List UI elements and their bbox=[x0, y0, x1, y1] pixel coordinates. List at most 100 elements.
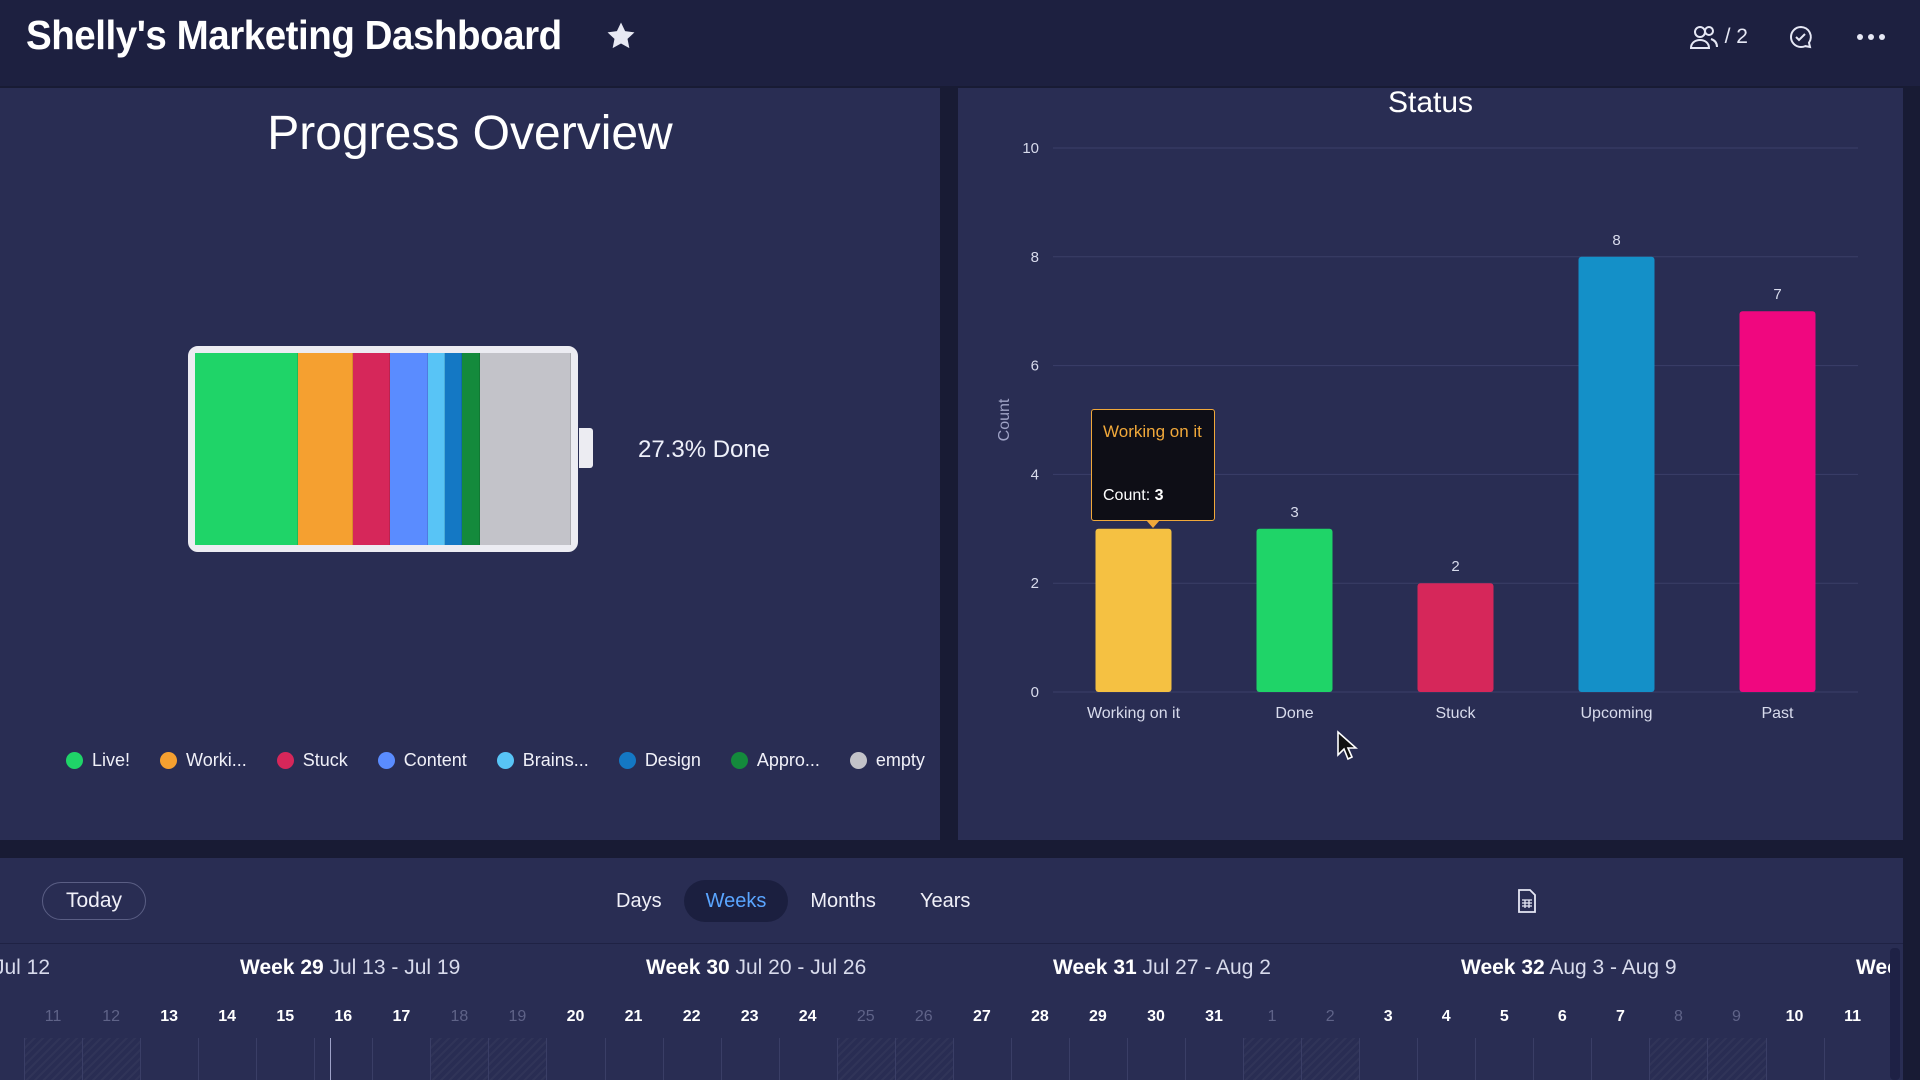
y-tick-label: 2 bbox=[1031, 575, 1039, 592]
progress-battery[interactable] bbox=[188, 346, 578, 552]
day-column[interactable] bbox=[604, 1038, 663, 1080]
day-column[interactable] bbox=[1185, 1038, 1243, 1080]
week-header: Week 29 Jul 13 - Jul 19 bbox=[240, 956, 461, 979]
legend-label: Worki... bbox=[186, 750, 247, 770]
day-number: 20 bbox=[566, 1008, 585, 1025]
legend-item[interactable]: Brains... bbox=[496, 750, 589, 771]
bar-4[interactable] bbox=[1739, 311, 1816, 692]
day-column[interactable] bbox=[1707, 1038, 1766, 1080]
y-tick-label: 6 bbox=[1031, 358, 1039, 375]
data-label: 2 bbox=[1451, 558, 1459, 575]
page-title[interactable]: Shelly's Marketing Dashboard bbox=[26, 12, 562, 58]
week-header: Week 32 Aug 3 - Aug 9 bbox=[1461, 956, 1677, 979]
timeline-controls: Today Days Weeks Months Years bbox=[0, 858, 1903, 944]
title-wrap: Shelly's Marketing Dashboard bbox=[26, 12, 638, 59]
legend-dot-icon bbox=[496, 752, 514, 769]
legend-item[interactable]: empty bbox=[849, 750, 925, 771]
day-column[interactable] bbox=[1533, 1038, 1591, 1080]
day-column[interactable] bbox=[1591, 1038, 1649, 1080]
battery-segment-7[interactable] bbox=[479, 353, 572, 545]
tab-days[interactable]: Days bbox=[616, 889, 662, 912]
day-number: 25 bbox=[856, 1008, 875, 1025]
day-column[interactable] bbox=[1475, 1038, 1533, 1080]
legend-item[interactable]: Appro... bbox=[730, 750, 820, 771]
day-column[interactable] bbox=[82, 1038, 141, 1080]
bar-0[interactable] bbox=[1095, 528, 1172, 692]
day-column[interactable] bbox=[836, 1038, 895, 1080]
day-column[interactable] bbox=[1068, 1038, 1127, 1080]
bar-2[interactable] bbox=[1417, 583, 1494, 692]
today-button[interactable]: Today bbox=[42, 882, 146, 920]
battery-segment-4[interactable] bbox=[427, 353, 446, 545]
timeline-scrollbar[interactable] bbox=[1890, 948, 1900, 1080]
day-column[interactable] bbox=[372, 1038, 430, 1080]
day-column[interactable] bbox=[198, 1038, 256, 1080]
legend-item[interactable]: Worki... bbox=[160, 750, 247, 771]
battery-segment-1[interactable] bbox=[297, 353, 353, 545]
tab-months[interactable]: Months bbox=[810, 889, 876, 912]
chat-icon bbox=[1790, 25, 1812, 49]
day-column[interactable] bbox=[662, 1038, 721, 1080]
x-tick-label: Upcoming bbox=[1580, 705, 1652, 722]
day-column[interactable] bbox=[1243, 1038, 1302, 1080]
legend-label: Stuck bbox=[302, 750, 348, 770]
day-number: 13 bbox=[160, 1008, 179, 1025]
top-actions: / 2 bbox=[1689, 20, 1888, 54]
day-column[interactable] bbox=[488, 1038, 547, 1080]
week-headers: Jul 12 Week 29 Jul 13 - Jul 19 Week 30 Jul… bbox=[0, 956, 1903, 986]
day-column[interactable] bbox=[894, 1038, 953, 1080]
battery-segment-6[interactable] bbox=[462, 353, 480, 545]
legend-item[interactable]: Stuck bbox=[276, 750, 348, 771]
day-column[interactable] bbox=[0, 1038, 24, 1080]
day-column[interactable] bbox=[314, 1038, 372, 1080]
legend-item[interactable]: Design bbox=[618, 750, 701, 771]
legend-dot-icon bbox=[276, 752, 294, 769]
day-number: 31 bbox=[1205, 1008, 1223, 1025]
battery-cap bbox=[579, 428, 593, 468]
legend-dot-icon bbox=[618, 752, 636, 769]
day-column[interactable] bbox=[256, 1038, 314, 1080]
day-column[interactable] bbox=[1649, 1038, 1708, 1080]
battery-segment-2[interactable] bbox=[352, 353, 391, 545]
export-button[interactable] bbox=[1516, 888, 1538, 919]
day-column[interactable] bbox=[546, 1038, 604, 1080]
day-column[interactable] bbox=[720, 1038, 779, 1080]
battery-segment-5[interactable] bbox=[445, 353, 463, 545]
more-options-button[interactable] bbox=[1854, 20, 1888, 54]
today-marker bbox=[330, 1038, 331, 1080]
bar-3[interactable] bbox=[1578, 256, 1655, 692]
day-column[interactable] bbox=[24, 1038, 83, 1080]
star-icon[interactable] bbox=[604, 19, 638, 53]
day-column[interactable] bbox=[1765, 1038, 1824, 1080]
day-column[interactable] bbox=[1301, 1038, 1360, 1080]
tab-years[interactable]: Years bbox=[919, 889, 971, 912]
battery-segment-3[interactable] bbox=[390, 353, 428, 545]
day-number: 28 bbox=[1030, 1008, 1049, 1025]
day-column[interactable] bbox=[430, 1038, 489, 1080]
range-tabs: Days Weeks Months Years bbox=[594, 880, 992, 922]
export-icon bbox=[1518, 889, 1536, 913]
day-number: 2 bbox=[1325, 1008, 1335, 1025]
day-number: 30 bbox=[1147, 1008, 1165, 1025]
chat-button[interactable] bbox=[1784, 20, 1818, 54]
day-number: 1 bbox=[1267, 1008, 1277, 1025]
day-number: 14 bbox=[218, 1008, 237, 1025]
day-column[interactable] bbox=[1417, 1038, 1475, 1080]
tab-weeks[interactable]: Weeks bbox=[683, 880, 789, 922]
day-number: 23 bbox=[740, 1008, 759, 1025]
day-column[interactable] bbox=[952, 1038, 1011, 1080]
battery-segment-0[interactable] bbox=[195, 353, 298, 545]
day-column[interactable] bbox=[1010, 1038, 1069, 1080]
day-column[interactable] bbox=[1126, 1038, 1185, 1080]
day-number: 9 bbox=[1732, 1008, 1741, 1025]
day-column[interactable] bbox=[1823, 1038, 1882, 1080]
members-count: / 2 bbox=[1724, 25, 1748, 48]
members-button[interactable]: / 2 bbox=[1689, 24, 1748, 50]
legend-item[interactable]: Live! bbox=[66, 750, 130, 771]
done-percentage: 27.3% Done bbox=[638, 436, 771, 463]
bar-1[interactable] bbox=[1256, 528, 1333, 692]
day-column[interactable] bbox=[778, 1038, 837, 1080]
day-column[interactable] bbox=[140, 1038, 198, 1080]
legend-item[interactable]: Content bbox=[377, 750, 467, 771]
day-column[interactable] bbox=[1359, 1038, 1417, 1080]
